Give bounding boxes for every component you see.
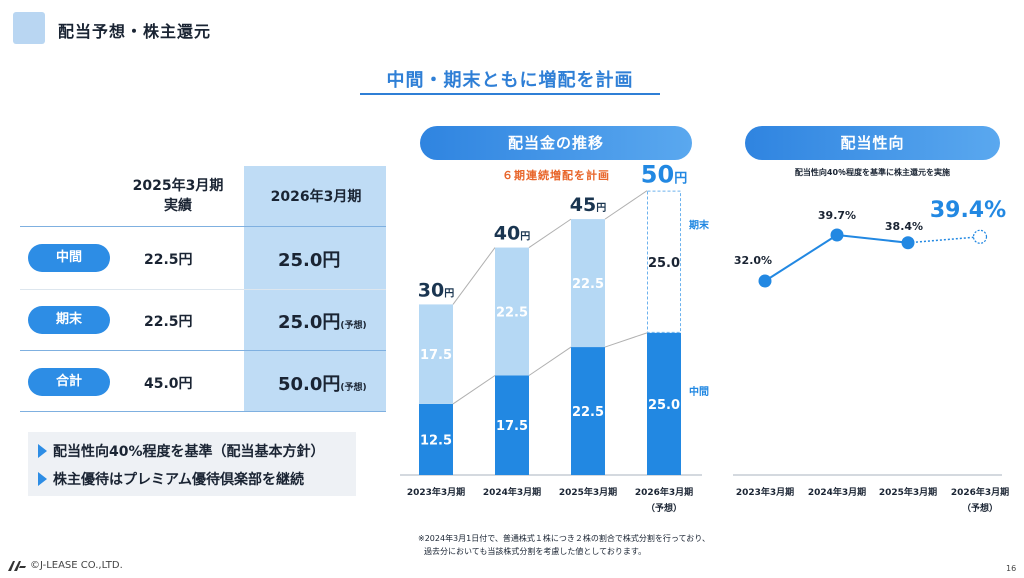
table-divider [20,289,386,290]
bar-final-label: 25.0 [648,256,680,271]
policy-item: 配当性向40%程度を基準（配当基本方針） [38,441,325,461]
bar-interim [647,332,681,475]
triangle-bullet-icon [38,444,47,458]
line-x-tick-label: 2024年3月期 [808,486,866,498]
payout-line-segment [907,236,981,244]
policy-item-text: 株主優待はプレミアム優待倶楽部を継続 [53,472,305,488]
legend-interim-label: 中間 [689,385,709,398]
payout-section-title: 配当性向 [745,126,1000,160]
copyright: ©J-LEASE CO.,LTD. [30,560,123,571]
table-divider [20,411,386,412]
bar-total-label: 45円 [570,194,606,216]
bar-x-tick-label: 2024年3月期 [483,486,541,498]
bar-interim-connector [604,332,648,348]
page-number: 16 [1006,564,1017,573]
bar-total-label: 40円 [494,223,530,245]
line-x-tick-label: 2023年3月期 [736,486,794,498]
payout-line-segment [764,234,838,282]
column-header-2025-line2: 実績 [164,198,192,214]
payout-value-label: 39.7% [818,209,856,222]
total-2026-amount: 50.0円 [278,374,341,395]
forecast-suffix: (予想) [340,321,367,331]
forecast-column-highlight [244,166,386,411]
interim-2026-value: 25.0円 [278,246,388,272]
payout-value-label: 38.4% [885,220,923,233]
line-x-tick-label: 2025年3月期 [879,486,937,498]
total-2026-value: 50.0円(予想) [278,370,388,396]
policy-box [28,432,356,496]
bar-interim-label: 22.5 [572,405,604,420]
payout-line-segment [836,234,909,244]
bar-x-tick-label: 2025年3月期 [559,486,617,498]
bar-interim [571,347,605,475]
line-x-tick-label: 2026年3月期 [951,486,1009,498]
page-title: 配当予想・株主還元 [58,22,212,41]
final-2026-value: 25.0円(予想) [278,308,388,334]
bar-interim-label: 17.5 [496,419,528,434]
dividend-section-title: 配当金の推移 [420,126,692,160]
bar-x-tick-sublabel: （予想） [646,502,682,514]
payout-point [830,228,844,242]
bar-total-label: 30円 [418,279,454,301]
footnote: ※2024年3月1日付で、普通株式１株につき２株の割合で株式分割を行っており、 … [418,532,710,558]
bar-final-label: 17.5 [420,348,452,363]
payout-section-subtitle: 配当性向40％程度を基準に株主還元を実施 [794,168,951,177]
bar-interim [419,403,453,475]
bar-total-connector [528,218,572,248]
payout-point [901,236,915,250]
bar-interim-connector [528,346,572,376]
column-header-2025-line1: 2025年3月期 [132,178,224,194]
headline: 中間・期末ともに増配を計画 [386,70,634,91]
payout-point [972,229,988,244]
headline-underline [360,93,660,95]
row-label-final: 期末 [28,306,110,334]
bar-x-tick-label: 2023年3月期 [407,486,465,498]
payout-point [758,274,772,288]
payout-value-label: 39.4% [930,198,1006,223]
column-header-2025: 2025年3月期 実績 [124,176,232,216]
bar-interim [495,375,529,475]
payout-value-label: 32.0% [734,254,772,267]
footnote-line: 過去分においても当該株式分割を考慮した値としております。 [424,547,647,556]
policy-item: 株主優待はプレミアム優待倶楽部を継続 [38,469,304,489]
total-2025-value: 45.0円 [144,376,193,392]
row-label-total: 合計 [28,368,110,396]
header-square-icon [13,12,45,44]
bar-final [571,219,605,348]
bar-final-label: 22.5 [572,277,604,292]
final-2026-amount: 25.0円 [278,312,341,333]
interim-2025-value: 22.5円 [144,252,193,268]
line-x-tick-sublabel: （予想） [962,502,998,514]
interim-2026-amount: 25.0円 [278,250,341,271]
column-header-2026: 2026年3月期 [270,189,362,205]
triangle-bullet-icon [38,472,47,486]
table-divider [20,350,386,351]
row-label-interim: 中間 [28,244,110,272]
legend-final-label: 期末 [689,219,710,232]
bar-final-label: 22.5 [496,306,528,321]
bar-final [495,247,529,376]
bar-final [419,304,453,404]
bar-total-connector [452,247,496,305]
company-logo-icon [8,561,26,571]
bar-final-forecast [647,190,681,333]
bar-interim-label: 12.5 [420,433,452,448]
bar-interim-connector [452,375,496,405]
policy-item-text: 配当性向40%程度を基準（配当基本方針） [53,444,325,460]
bar-total-label: 50円 [641,161,687,189]
bar-x-tick-label: 2026年3月期 [635,486,693,498]
bar-interim-label: 25.0 [648,398,680,413]
bar-total-connector [604,190,648,220]
table-divider [20,226,386,227]
footnote-line: ※2024年3月1日付で、普通株式１株につき２株の割合で株式分割を行っており、 [418,534,710,543]
forecast-suffix: (予想) [340,383,367,393]
final-2025-value: 22.5円 [144,314,193,330]
dividend-section-subtitle: ６期連続増配を計画 [502,169,610,182]
